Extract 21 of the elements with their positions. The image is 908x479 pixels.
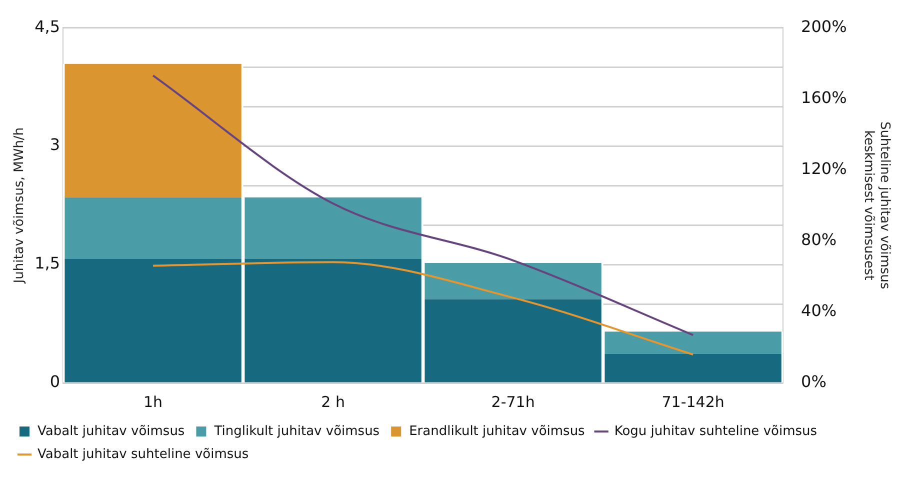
y-tick-label: 4,5 bbox=[34, 16, 60, 36]
y-tick-label: 3 bbox=[50, 135, 60, 154]
y2-tick-label: 200% bbox=[801, 16, 847, 36]
x-tick-label: 2-71h bbox=[491, 392, 535, 411]
y-tick-label: 0 bbox=[50, 372, 60, 392]
y2-tick-label: 40% bbox=[801, 301, 837, 320]
x-tick-label: 1h bbox=[144, 392, 163, 411]
y2-tick-label: 120% bbox=[801, 158, 847, 178]
legend-label: Kogu juhitav suhteline võimsus bbox=[614, 424, 818, 439]
x-tick-label: 2 h bbox=[321, 392, 345, 411]
legend-label: Vabalt juhitav suhteline võimsus bbox=[38, 446, 249, 462]
y-axis-title: Juhitav võimsus, MWh/h bbox=[12, 127, 28, 284]
legend-label: Erandlikult juhitav võimsus bbox=[409, 424, 586, 439]
y2-axis-title: Suhteline juhitav võimsus keskmisest võimsusest bbox=[861, 121, 892, 290]
y-tick-label: 1,5 bbox=[34, 254, 60, 273]
x-tick-label: 71-142h bbox=[662, 392, 724, 411]
legend-label: Vabalt juhitav võimsus bbox=[38, 424, 185, 439]
y2-tick-label: 160% bbox=[801, 88, 847, 107]
y2-tick-label: 80% bbox=[801, 230, 837, 249]
legend-label: Tinglikult juhitav võimsus bbox=[213, 424, 380, 439]
y2-tick-label: 0% bbox=[801, 372, 826, 392]
